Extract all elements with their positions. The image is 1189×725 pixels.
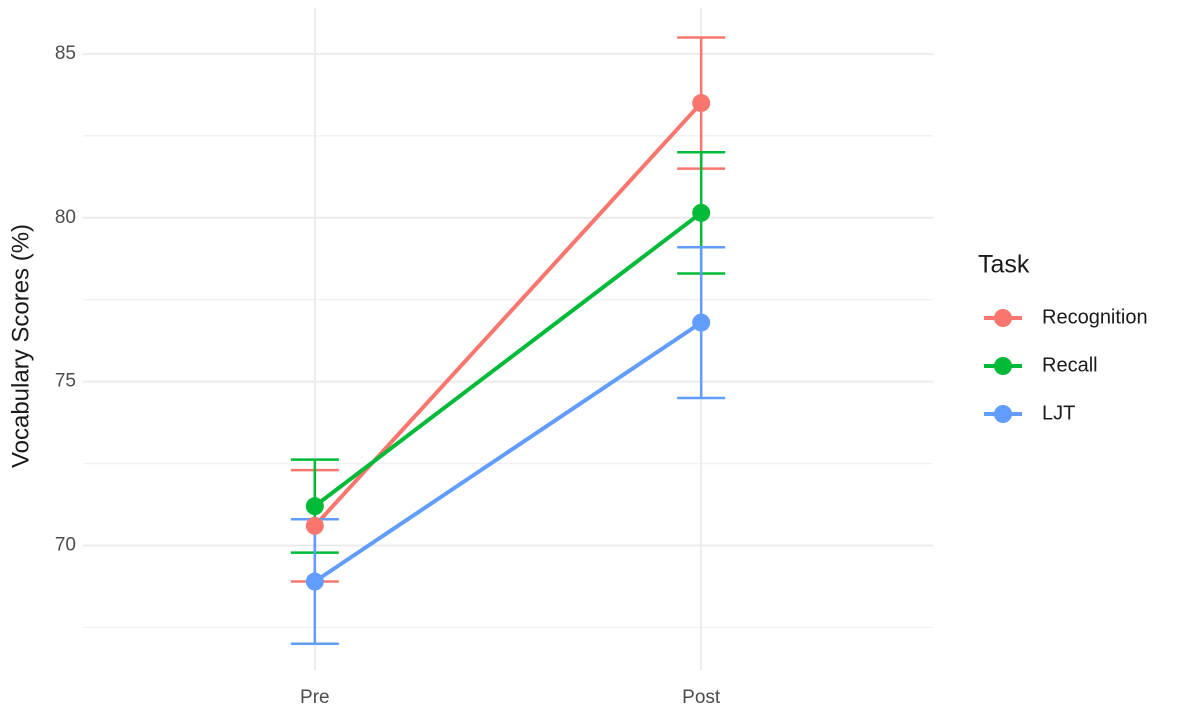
series-line [313,211,703,508]
y-tick-label: 85 [55,43,76,64]
point [692,203,711,222]
point [305,497,324,516]
y-axis-label: Vocabulary Scores (%) [7,224,34,468]
legend-key-point [994,309,1012,327]
point [692,313,711,332]
legend-key-point [994,405,1012,423]
legend-key-point [994,357,1012,375]
x-tick-label: Post [682,687,721,708]
legend-title: Task [978,251,1030,279]
y-tick-label: 80 [55,207,76,228]
series-line [313,320,703,584]
legend-label: Recall [1042,354,1098,376]
y-tick-label: 70 [55,534,76,555]
x-tick-label: Pre [300,687,330,708]
point [692,94,711,113]
legend-label: LJT [1042,402,1075,424]
legend-label: Recognition [1042,306,1148,328]
y-tick-label: 75 [55,371,76,392]
point [305,516,324,535]
point [305,572,324,591]
